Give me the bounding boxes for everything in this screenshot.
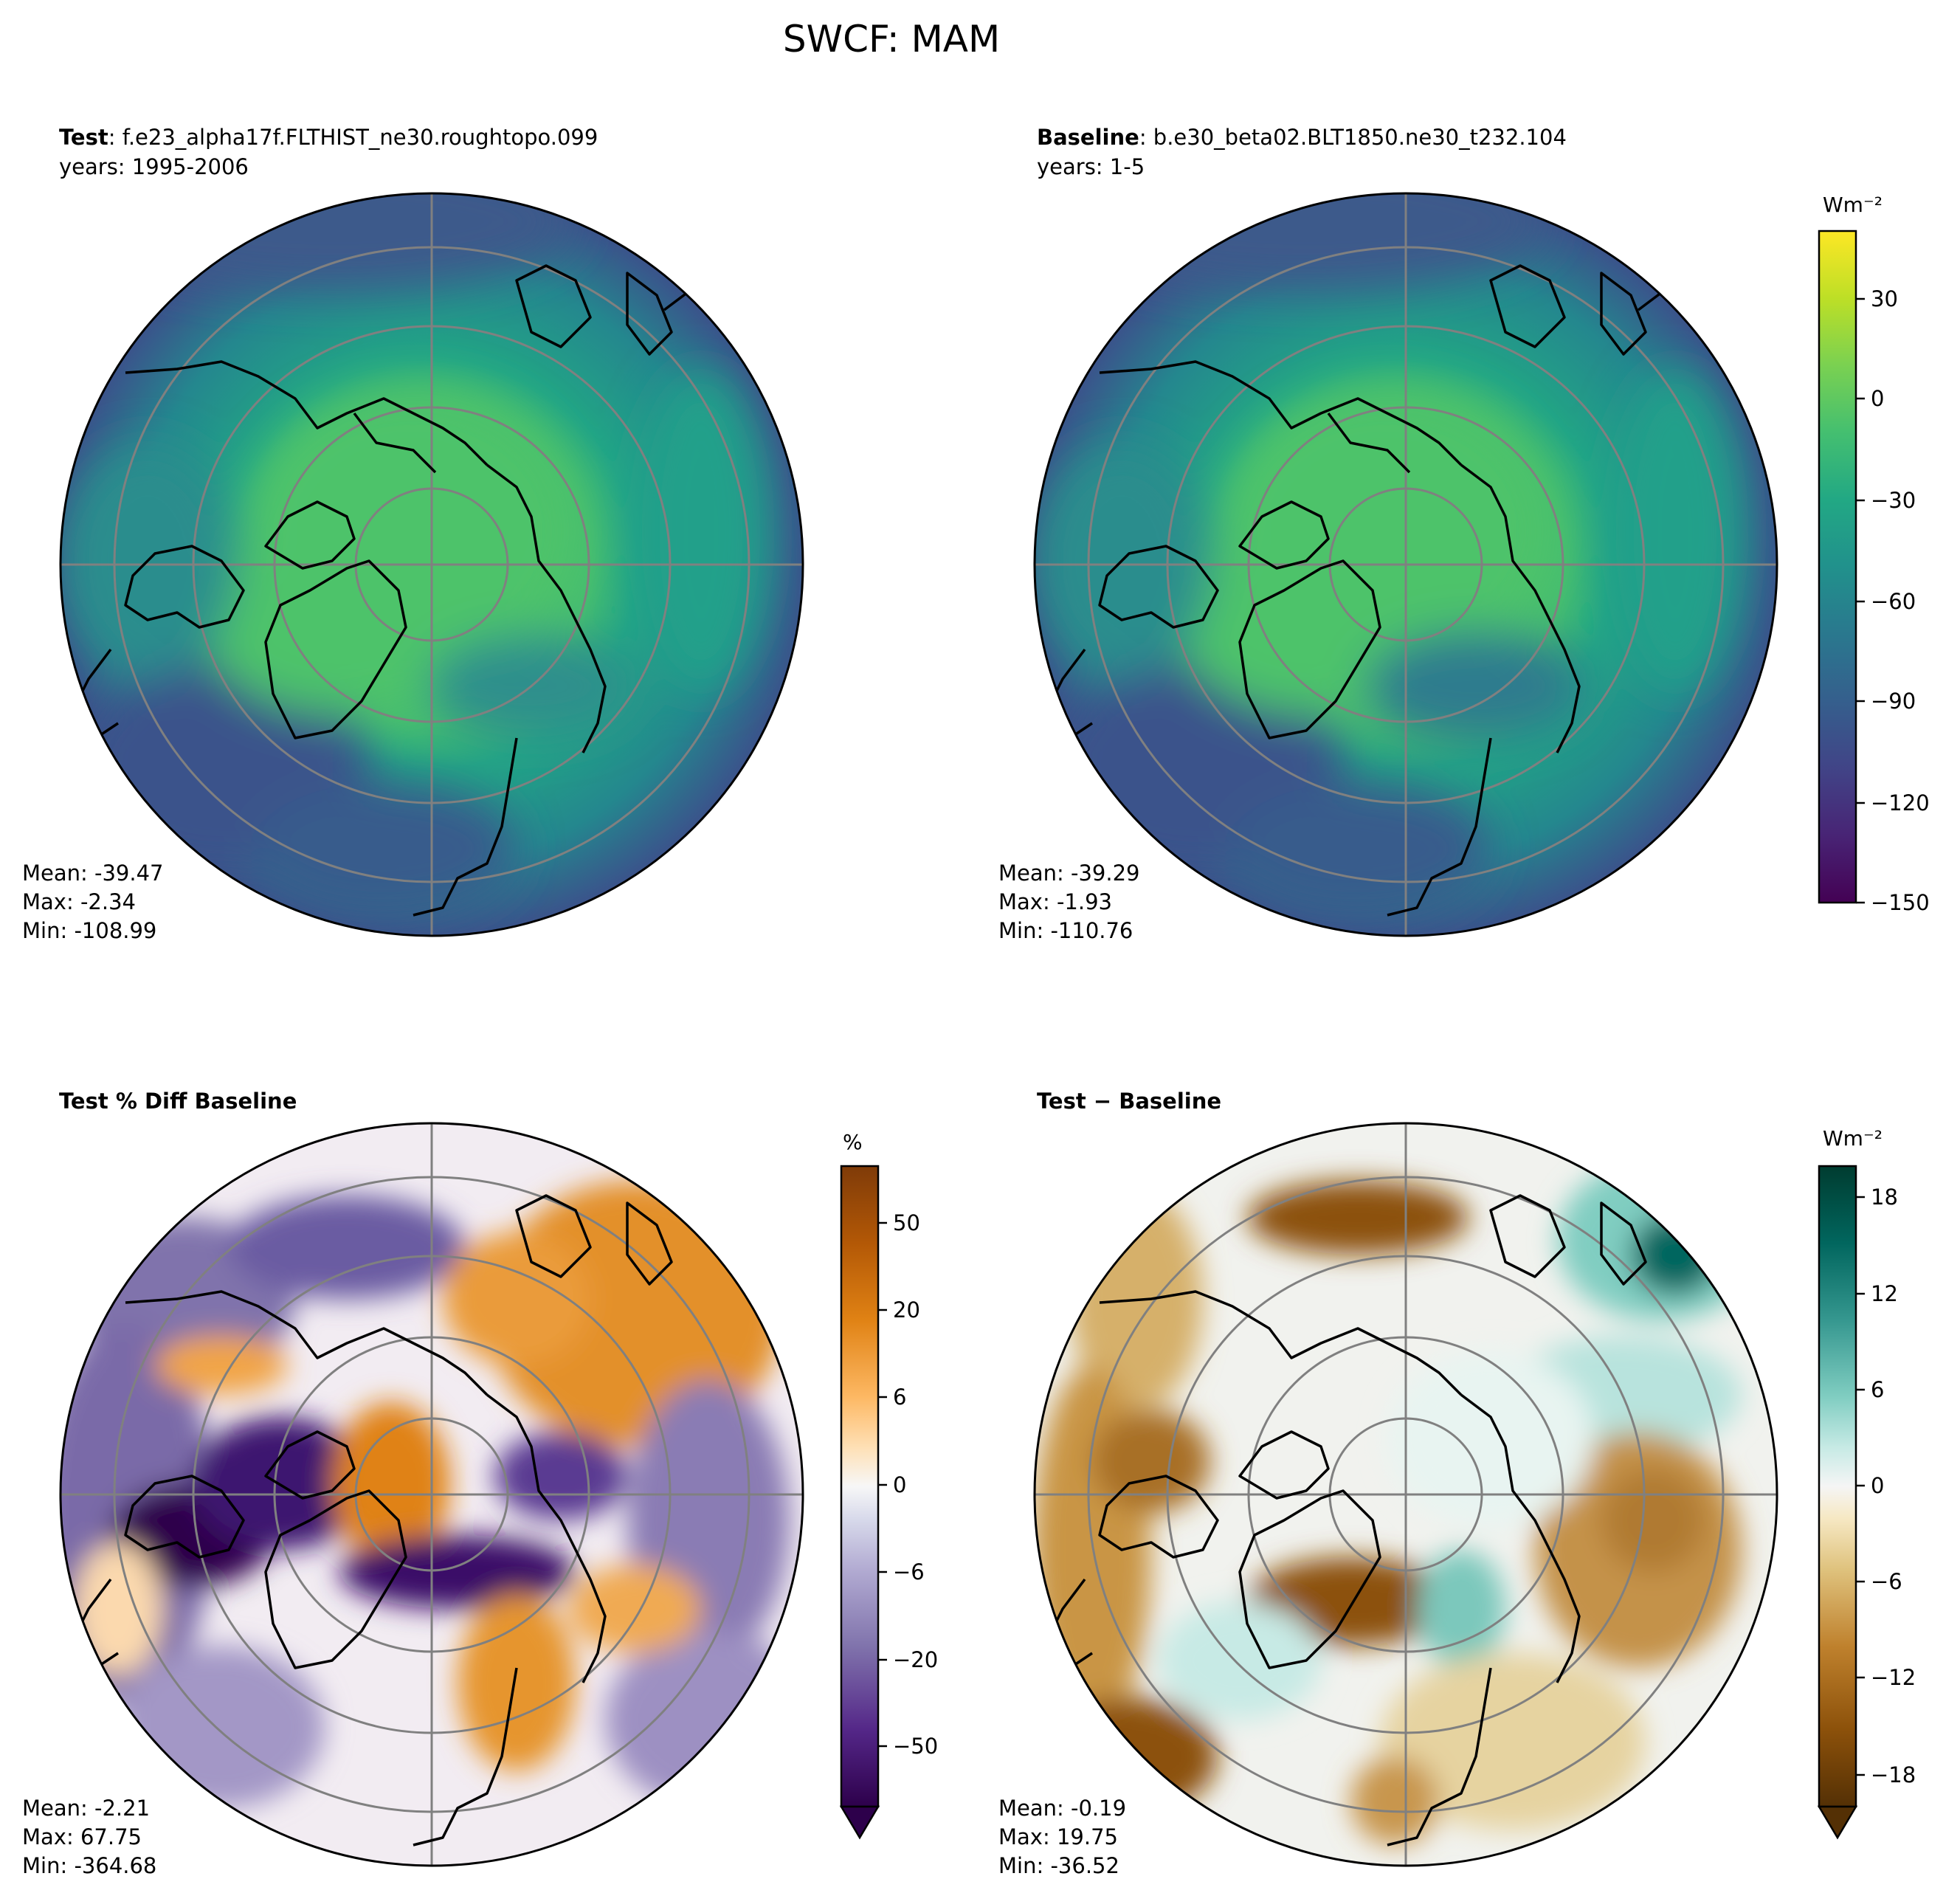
colorbar-pct-unit: %	[843, 1130, 863, 1154]
map-diff-gridlines	[1035, 1123, 1777, 1866]
stat-min: Min: -110.76	[998, 918, 1133, 943]
colorbar-pct-bar	[840, 1165, 880, 1808]
cb-tick-label: −6	[1871, 1569, 1902, 1594]
cb-tick-label: −18	[1871, 1762, 1916, 1787]
cb-tick-label: 50	[893, 1210, 920, 1235]
cb-tick-label: 0	[1871, 1473, 1884, 1498]
cb-tick-label: −6	[893, 1559, 925, 1585]
cb-tick-label: 30	[1871, 286, 1898, 311]
map-baseline-gridlines	[1035, 193, 1777, 936]
colorbar-diff: Wm⁻² 18 12 6 0 −6 −12 −18	[1817, 1126, 1916, 1840]
cb-tick-label: −60	[1871, 589, 1916, 614]
cb-tick-label: 0	[893, 1472, 906, 1497]
cb-tick-label: −12	[1871, 1665, 1916, 1690]
panel-baseline-stats: Mean: -39.29 Max: -1.93 Min: -110.76	[998, 861, 1140, 943]
colorbar-field-bar	[1818, 230, 1857, 904]
panel-baseline-label-rest: : b.e30_beta02.BLT1850.ne30_t232.104	[1139, 125, 1567, 150]
panel-pctdiff: Test % Diff Baseline	[22, 1089, 938, 1878]
cb-tick-label: 0	[1871, 386, 1884, 411]
map-test-coastlines	[72, 264, 710, 917]
colorbar-field-unit: Wm⁻²	[1823, 193, 1883, 217]
cb-tick-label: −30	[1871, 488, 1916, 513]
panel-baseline: Baseline: b.e30_beta02.BLT1850.ne30_t232…	[998, 125, 1930, 943]
panel-diff-stats: Mean: -0.19 Max: 19.75 Min: -36.52	[998, 1796, 1126, 1878]
figure-title: SWCF: MAM	[783, 18, 1000, 61]
colorbar-diff-unit: Wm⁻²	[1823, 1126, 1883, 1151]
cb-tick-label: −20	[893, 1647, 938, 1672]
panel-test-label-bold: Test	[59, 125, 108, 150]
panel-test-stats: Mean: -39.47 Max: -2.34 Min: -108.99	[22, 861, 164, 943]
colorbar-field-ticks	[1856, 297, 1865, 904]
panel-diff: Test − Baseline	[998, 1089, 1916, 1878]
cb-tick-label: 6	[893, 1385, 906, 1410]
stat-mean: Mean: -2.21	[22, 1796, 150, 1821]
colorbar-diff-labels: 18 12 6 0 −6 −12 −18	[1871, 1185, 1916, 1787]
panel-test: Test: f.e23_alpha17f.FLTHIST_ne30.rought…	[22, 125, 804, 943]
cb-tick-label: 20	[893, 1297, 920, 1323]
colorbar-diff-extend-arrow	[1817, 1805, 1858, 1840]
stat-mean: Mean: -0.19	[998, 1796, 1126, 1821]
stat-mean: Mean: -39.47	[22, 861, 164, 886]
panel-test-years: years: 1995-2006	[59, 154, 249, 179]
stat-max: Max: 19.75	[998, 1824, 1118, 1849]
map-baseline-boundary	[1033, 192, 1778, 937]
colorbar-field-labels: 30 0 −30 −60 −90 −120 −150	[1871, 286, 1930, 915]
cb-tick-label: 12	[1871, 1281, 1898, 1306]
stat-max: Max: 67.75	[22, 1824, 142, 1849]
cb-tick-label: −150	[1871, 890, 1930, 915]
stat-min: Min: -36.52	[998, 1853, 1119, 1878]
colorbar-pct: % 50 20 6 0 −6 −20 −50	[839, 1130, 938, 1840]
stat-max: Max: -1.93	[998, 889, 1112, 914]
stat-max: Max: -2.34	[22, 889, 136, 914]
map-pctdiff-boundary	[59, 1122, 804, 1867]
panel-pctdiff-stats: Mean: -2.21 Max: 67.75 Min: -364.68	[22, 1796, 156, 1878]
map-pctdiff-gridlines	[61, 1123, 803, 1866]
colorbar-pct-extend-arrow	[839, 1805, 880, 1840]
stat-min: Min: -108.99	[22, 918, 156, 943]
panel-baseline-label-bold: Baseline	[1037, 125, 1139, 150]
cb-tick-label: 18	[1871, 1185, 1898, 1210]
stat-mean: Mean: -39.29	[998, 861, 1140, 886]
colorbar-diff-ticks	[1856, 1196, 1865, 1776]
map-diff-boundary	[1033, 1122, 1778, 1867]
cb-tick-label: −120	[1871, 790, 1930, 816]
panel-test-title: Test: f.e23_alpha17f.FLTHIST_ne30.rought…	[59, 125, 598, 150]
map-test-gridlines	[61, 193, 803, 936]
panel-baseline-years: years: 1-5	[1037, 154, 1145, 179]
panel-pctdiff-title: Test % Diff Baseline	[59, 1089, 297, 1114]
colorbar-field: Wm⁻² 30 0 −30 −60 −90 −120 −150	[1818, 193, 1930, 915]
colorbar-pct-ticks	[878, 1221, 887, 1748]
cb-tick-label: −50	[893, 1734, 938, 1759]
stat-min: Min: -364.68	[22, 1853, 156, 1878]
panel-test-label-rest: : f.e23_alpha17f.FLTHIST_ne30.roughtopo.…	[108, 125, 598, 150]
cb-tick-label: 6	[1871, 1377, 1884, 1402]
colorbar-diff-bar	[1818, 1165, 1857, 1808]
colorbar-pct-labels: 50 20 6 0 −6 −20 −50	[893, 1210, 938, 1759]
panel-diff-title: Test − Baseline	[1037, 1089, 1221, 1114]
panel-baseline-title: Baseline: b.e30_beta02.BLT1850.ne30_t232…	[1037, 125, 1567, 150]
map-test-boundary	[59, 192, 804, 937]
cb-tick-label: −90	[1871, 689, 1916, 714]
